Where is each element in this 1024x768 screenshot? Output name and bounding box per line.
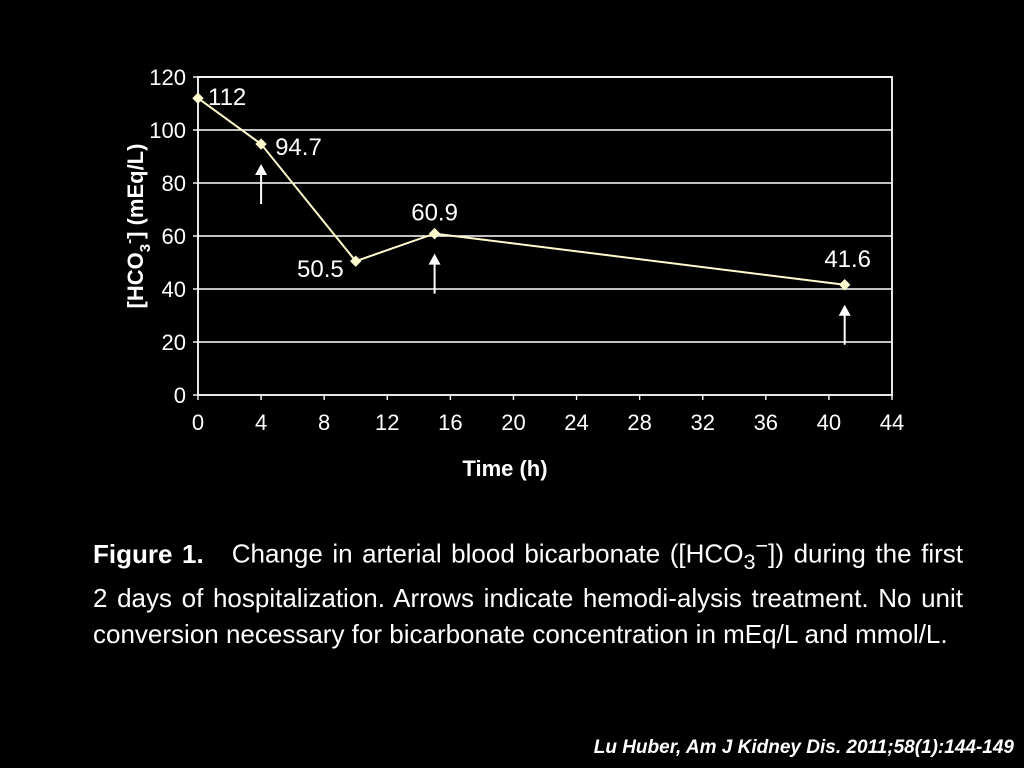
caption-title: Figure 1. [93, 538, 204, 569]
caption-text-after-ion: ]) during the first 2 days of hospitaliz… [93, 538, 963, 649]
x-tick-label: 0 [192, 410, 204, 435]
x-tick-label: 20 [501, 410, 525, 435]
hemodialysis-arrow-head [428, 253, 441, 265]
series-line [197, 97, 845, 286]
figure-panel: 0 20 40 60 80 100 120 0 4 8 12 16 20 24 28 32 36 40 44 Time… [53, 30, 963, 700]
caption-text-before-ion: Change in arterial blood bicarbonate ([H… [231, 538, 744, 569]
line-chart: 0 20 40 60 80 100 120 0 4 8 12 16 20 24 28 32 36 40 44 Time… [121, 65, 904, 481]
data-point-marker [428, 227, 441, 240]
x-tick-label: 8 [318, 410, 330, 435]
hemodialysis-arrow-head [838, 304, 851, 316]
x-tick-label: 4 [255, 410, 267, 435]
data-label: 41.6 [824, 246, 871, 273]
data-label: 94.7 [275, 134, 322, 161]
data-label: 112 [208, 84, 246, 111]
x-tick-label: 16 [438, 410, 462, 435]
data-label: 50.5 [297, 256, 344, 283]
data-point-marker [192, 92, 204, 104]
hemodialysis-arrow-head [255, 164, 268, 176]
x-tick-label: 12 [375, 410, 399, 435]
caption-ion-superscript: − [755, 533, 769, 558]
y-tick-label: 120 [149, 65, 186, 90]
y-tick-label: 60 [162, 224, 186, 249]
x-tick-label: 36 [754, 410, 778, 435]
citation: Lu Huber, Am J Kidney Dis. 2011;58(1):14… [593, 737, 1014, 758]
x-tick-label: 32 [690, 410, 714, 435]
data-point-marker [350, 255, 362, 267]
y-tick-label: 80 [162, 171, 186, 196]
x-axis-label: Time (h) [462, 456, 547, 481]
data-point-marker [838, 279, 851, 291]
data-point-marker [255, 138, 267, 150]
x-tick-label: 40 [817, 410, 841, 435]
y-tick-label: 20 [162, 330, 186, 355]
y-axis-label: [HCO3-] (mEq/L) [121, 144, 154, 309]
x-tick-label: 28 [627, 410, 651, 435]
x-tick-label: 44 [880, 410, 904, 435]
y-tick-label: 40 [162, 277, 186, 302]
figure-caption: Figure 1. Change in arterial blood bicarb… [65, 528, 963, 652]
data-label: 60.9 [411, 200, 458, 227]
y-tick-label: 0 [174, 383, 186, 408]
caption-first-line: Figure 1. Change in arterial blood bicarb… [93, 528, 963, 652]
caption-ion-subscript: 3 [743, 548, 756, 574]
y-tick-label: 100 [149, 118, 186, 143]
x-tick-label: 24 [564, 410, 588, 435]
